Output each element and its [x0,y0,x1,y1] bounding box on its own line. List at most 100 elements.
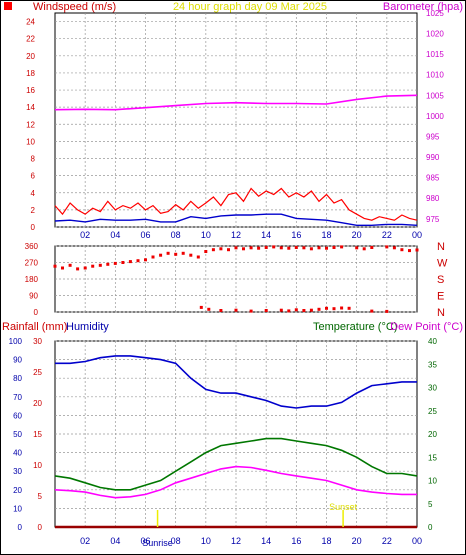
x-tick-label: 04 [110,536,120,546]
wind-tick-label: 18 [26,69,35,78]
sunrise-label: Sunrise [142,538,173,548]
direction-point [340,245,344,249]
direction-point [332,307,336,311]
wind-tick-label: 6 [31,172,36,181]
wind-tick-label: 2 [31,206,36,215]
direction-point [325,306,328,310]
direction-point [400,248,404,252]
x-tick-label: 10 [201,536,211,546]
temp-tick-label: 10 [428,477,437,486]
direction-point [68,263,72,267]
humidity-tick-label: 50 [13,430,22,439]
dir-tick-label: 270 [25,259,39,268]
temp-axis-title: Temperature (°C) [313,321,397,333]
baro-axis-title: Barometer (hpa) [383,1,463,13]
rain-tick-label: 30 [33,337,42,346]
direction-point [362,247,366,251]
baro-tick-label: 1015 [426,50,444,59]
baro-tick-label: 1005 [426,91,444,100]
direction-point [317,307,321,311]
temp-tick-label: 0 [428,523,433,532]
compass-label: E [437,291,444,303]
rain-tick-label: 15 [33,430,42,439]
direction-point [199,305,203,309]
rain-tick-label: 5 [38,492,43,501]
sunset-label: Sunset [329,502,358,512]
wind-tick-label: 0 [31,223,36,232]
direction-point [181,251,185,255]
dir-tick-label: 90 [29,292,38,301]
direction-point [415,248,419,252]
direction-point [106,262,110,266]
direction-point [189,253,193,257]
humidity-tick-label: 10 [13,504,22,513]
wind-tick-label: 22 [26,35,35,44]
x-tick-label: 22 [382,230,392,240]
direction-point [234,308,238,312]
direction-point [385,245,389,249]
direction-point [53,264,57,268]
direction-point [340,306,344,310]
rain-tick-label: 0 [38,523,43,532]
direction-point [385,309,389,313]
rain-axis-title: Rainfall (mm) [2,321,67,333]
direction-point [204,250,208,253]
barometer-line [54,94,418,111]
wind-tick-label: 14 [26,103,35,112]
direction-point [207,307,211,311]
compass-label: N [437,241,445,253]
direction-point [392,246,396,250]
humidity-tick-label: 60 [13,411,22,420]
compass-label: S [437,274,444,286]
direction-point [302,309,306,312]
direction-point [332,246,336,249]
direction-point [257,246,261,250]
direction-point [242,247,245,251]
temp-tick-label: 15 [428,453,437,462]
temperature-line [54,437,418,491]
x-tick-label: 10 [201,230,211,240]
dir-tick-label: 180 [25,275,39,284]
direction-point [287,246,291,250]
direction-point [113,261,117,265]
graph-title: 24 hour graph day 09 Mar 2025 [173,1,327,13]
baro-tick-label: 1010 [426,71,444,80]
direction-point [279,246,283,250]
rain-tick-label: 20 [33,399,42,408]
x-tick-label: 18 [321,536,331,546]
direction-point [219,247,223,251]
x-tick-label: 14 [261,536,271,546]
direction-point [279,308,283,312]
humidity-tick-label: 90 [13,356,22,365]
baro-tick-label: 995 [426,132,440,141]
compass-label: W [437,258,448,270]
dewpoint-line [54,465,417,499]
rain-tick-label: 25 [33,368,42,377]
direction-point [227,248,230,252]
wind-axis-title: Windspeed (m/s) [33,1,116,13]
direction-point [249,309,253,313]
x-tick-label: 06 [140,230,150,240]
direction-point [234,246,238,250]
direction-point [91,264,95,268]
wind-tick-label: 16 [26,86,35,95]
baro-tick-label: 985 [426,174,440,183]
direction-point [136,259,140,263]
direction-point [408,249,411,253]
compass-label: N [437,307,445,319]
direction-point [76,267,80,271]
x-tick-label: 04 [110,230,120,240]
direction-point [309,308,313,312]
direction-point [211,248,215,252]
wind-tick-label: 24 [26,18,35,27]
x-tick-label: 14 [261,230,271,240]
direction-point [370,309,374,313]
humidity-axis-title: Humidity [66,321,109,333]
humidity-line [55,355,417,409]
wind-avg-line [54,213,418,227]
wind-legend-swatch [4,2,12,10]
wind-barometer-panel: 0246810121416182022249759809859909951000… [4,2,444,240]
direction-point [302,246,306,250]
direction-point [370,246,374,249]
